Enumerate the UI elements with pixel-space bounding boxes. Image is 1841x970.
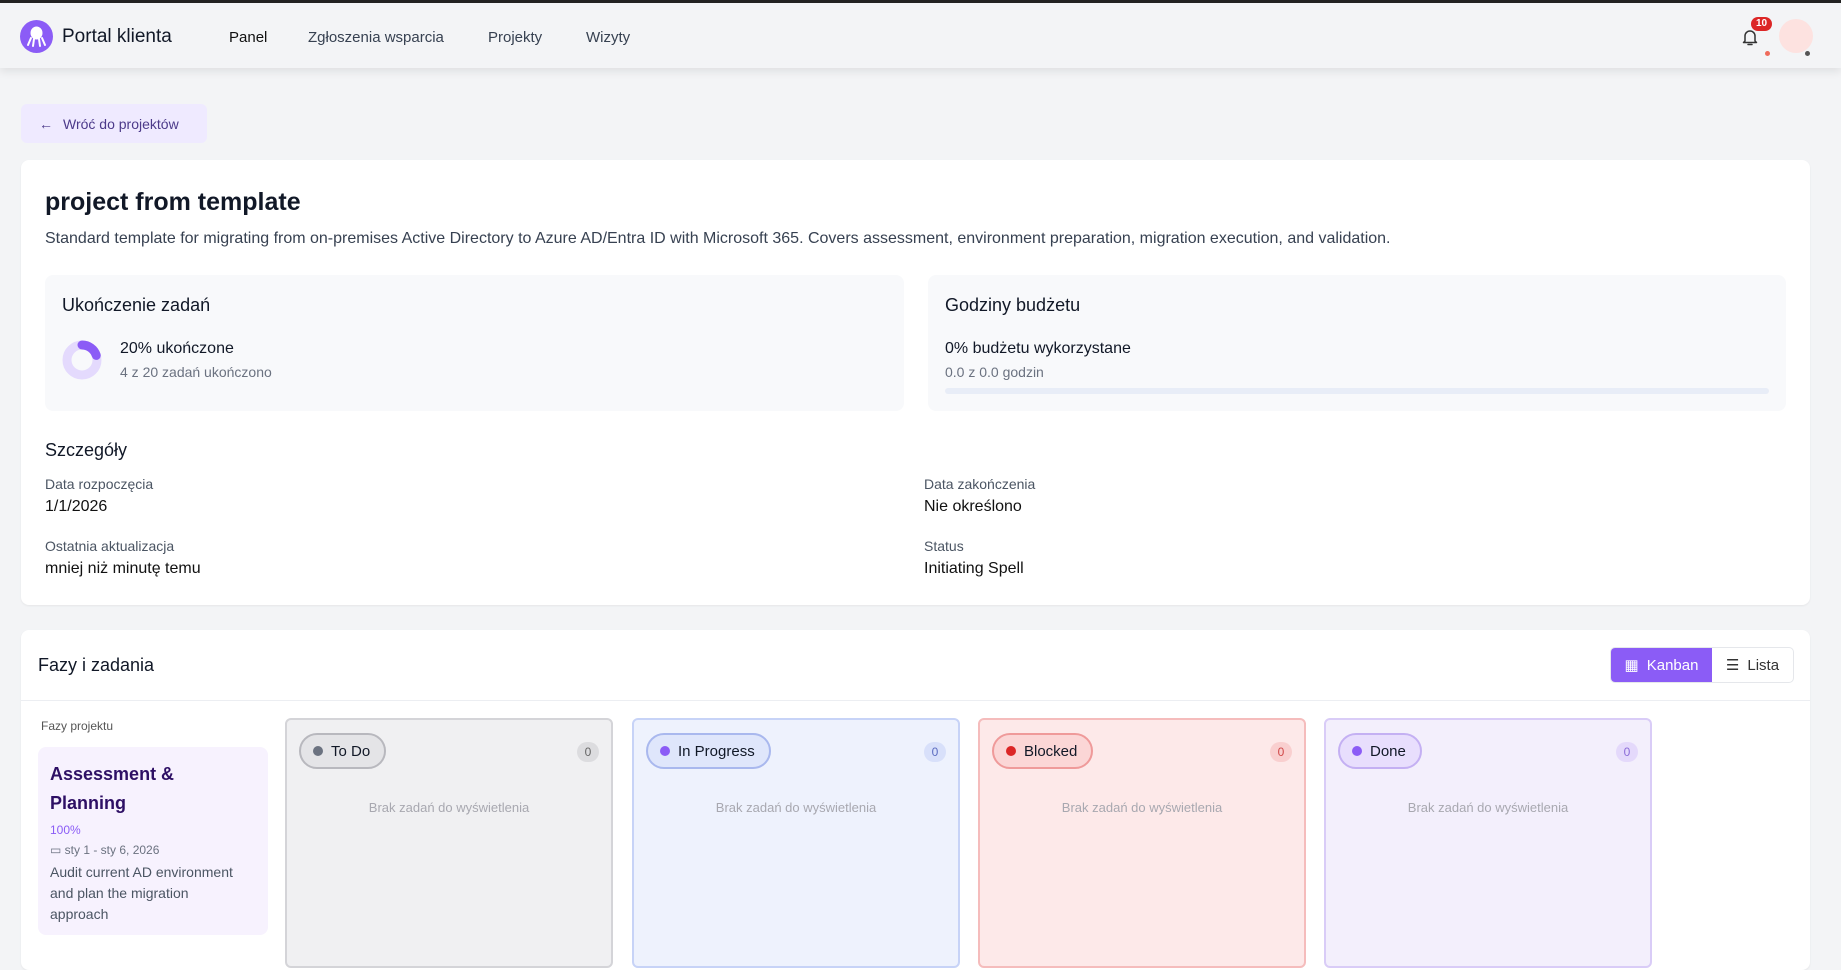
nav-support-tickets[interactable]: Zgłoszenia wsparcia xyxy=(308,29,444,46)
phase-dates: ▭ sty 1 - sty 6, 2026 xyxy=(50,843,159,857)
budget-sub: 0.0 z 0.0 godzin xyxy=(945,364,1044,380)
status-value: Initiating Spell xyxy=(924,560,1024,577)
column-label: To Do xyxy=(331,742,371,760)
completion-arc xyxy=(62,340,102,380)
divider xyxy=(21,700,1810,701)
completion-title: Ukończenie zadań xyxy=(62,295,211,315)
octopus-logo-icon[interactable] xyxy=(20,20,53,53)
view-toggle: ▦ Kanban ☰ Lista xyxy=(1610,647,1794,683)
start-date-value: 1/1/2026 xyxy=(45,498,108,515)
column-done: Done 0 Brak zadań do wyświetlenia xyxy=(1324,718,1652,968)
grid-icon: ▦ xyxy=(1624,657,1639,674)
list-label: Lista xyxy=(1747,656,1780,674)
status-dot xyxy=(1006,746,1016,756)
arrow-left-icon: ← xyxy=(39,115,53,132)
empty-message: Brak zadań do wyświetlenia xyxy=(1407,800,1569,815)
page-title: project from template xyxy=(45,188,301,216)
nav-panel[interactable]: Panel xyxy=(229,29,268,46)
back-label: Wróć do projektów xyxy=(63,115,179,132)
nav-visits[interactable]: Wizyty xyxy=(586,29,631,46)
budget-headline: 0% budżetu wykorzystane xyxy=(945,340,1131,357)
project-description: Standard template for migrating from on-… xyxy=(45,230,1391,247)
list-view-button[interactable]: ☰ Lista xyxy=(1712,648,1793,682)
last-updated-label: Ostatnia aktualizacja xyxy=(45,538,175,554)
column-header-pill: Blocked xyxy=(992,733,1094,769)
empty-message: Brak zadań do wyświetlenia xyxy=(1061,800,1223,815)
column-label: Done xyxy=(1370,742,1406,760)
end-date-label: Data zakończenia xyxy=(924,476,1036,492)
status-dot xyxy=(1765,51,1770,56)
column-label: Blocked xyxy=(1024,742,1078,760)
status-dot xyxy=(660,746,670,756)
task-count: 0 xyxy=(1616,742,1638,762)
notification-badge: 10 xyxy=(1751,17,1773,31)
budget-hours-card: Godziny budżetu 0% budżetu wykorzystane … xyxy=(928,275,1786,411)
completion-sub: 4 z 20 zadań ukończono xyxy=(120,364,272,380)
task-count: 0 xyxy=(1270,742,1292,762)
brand-name[interactable]: Portal klienta xyxy=(62,26,172,47)
kanban-view-button[interactable]: ▦ Kanban xyxy=(1611,648,1712,682)
bell-icon[interactable] xyxy=(1740,27,1760,47)
top-nav-bar: Portal klienta Panel Zgłoszenia wsparcia… xyxy=(0,0,1841,68)
completion-headline: 20% ukończone xyxy=(120,340,234,357)
column-header-pill: To Do xyxy=(299,733,387,769)
details-heading: Szczegóły xyxy=(45,440,128,460)
column-label: In Progress xyxy=(678,742,755,760)
avatar[interactable] xyxy=(1779,19,1813,53)
end-date-value: Nie określono xyxy=(924,498,1022,515)
budget-progress-bar xyxy=(945,388,1769,394)
calendar-icon: ▭ xyxy=(50,843,65,857)
task-count: 0 xyxy=(577,742,599,762)
phase-description: Audit current AD environment and plan th… xyxy=(50,864,233,922)
phases-heading: Fazy i zadania xyxy=(38,655,155,675)
kanban-label: Kanban xyxy=(1646,656,1699,674)
task-completion-card: Ukończenie zadań 20% ukończone 4 z 20 za… xyxy=(45,275,904,411)
empty-message: Brak zadań do wyświetlenia xyxy=(715,800,877,815)
phases-sidebar-label: Fazy projektu xyxy=(41,719,114,733)
column-blocked: Blocked 0 Brak zadań do wyświetlenia xyxy=(978,718,1306,968)
task-count: 0 xyxy=(924,742,946,762)
phase-name: Assessment & Planning xyxy=(50,764,175,813)
empty-message: Brak zadań do wyświetlenia xyxy=(368,800,530,815)
project-card: project from template Standard template … xyxy=(21,160,1810,605)
phase-dates-text: sty 1 - sty 6, 2026 xyxy=(64,843,160,857)
back-to-projects-button[interactable]: ← Wróć do projektów xyxy=(21,104,207,143)
column-header-pill: In Progress xyxy=(646,733,771,769)
phases-tasks-card: Fazy i zadania ▦ Kanban ☰ Lista Fazy proje… xyxy=(21,630,1810,970)
status-dot xyxy=(1352,746,1362,756)
column-to-do: To Do 0 Brak zadań do wyświetlenia xyxy=(285,718,613,968)
completion-donut xyxy=(62,340,102,380)
column-in-progress: In Progress 0 Brak zadań do wyświetlenia xyxy=(632,718,960,968)
status-dot xyxy=(313,746,323,756)
nav-projects[interactable]: Projekty xyxy=(488,29,543,46)
presence-dot xyxy=(1805,51,1810,56)
last-updated-value: mniej niż minutę temu xyxy=(45,560,201,577)
start-date-label: Data rozpoczęcia xyxy=(45,476,154,492)
status-label: Status xyxy=(924,538,964,554)
column-header-pill: Done xyxy=(1338,733,1422,769)
phase-percent: 100% xyxy=(50,823,81,837)
phase-card[interactable]: Assessment & Planning 100% ▭ sty 1 - sty… xyxy=(38,747,268,935)
list-icon: ☰ xyxy=(1725,657,1740,674)
budget-title: Godziny budżetu xyxy=(945,295,1081,315)
